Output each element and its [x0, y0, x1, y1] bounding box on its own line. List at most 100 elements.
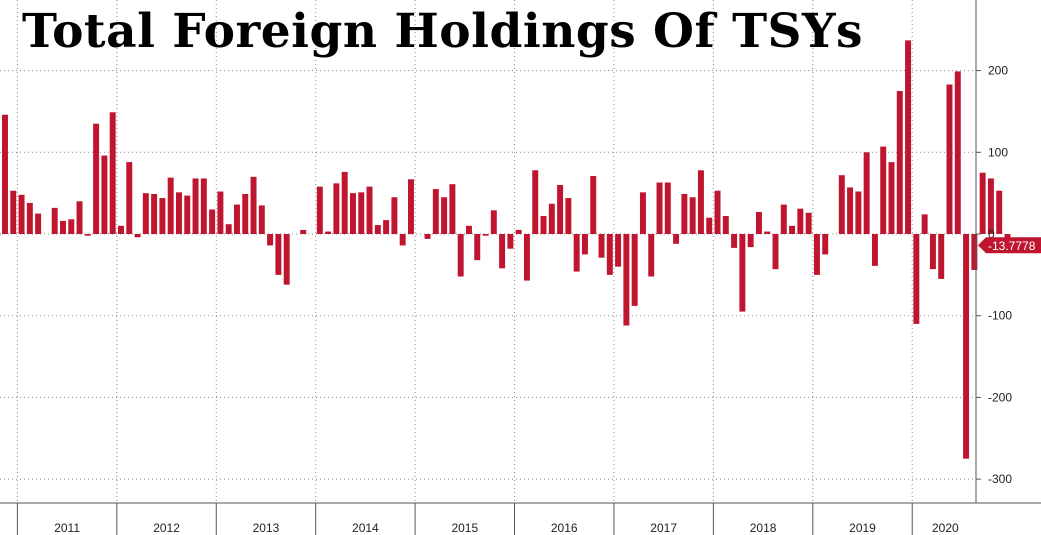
bar — [913, 234, 920, 324]
bar — [250, 176, 257, 234]
bar — [656, 182, 663, 234]
bar — [755, 211, 762, 234]
bar — [76, 201, 83, 234]
bar — [283, 234, 290, 285]
bar — [515, 229, 522, 234]
bar — [532, 170, 539, 234]
bar — [863, 152, 870, 234]
bar — [159, 198, 166, 234]
bar — [333, 183, 340, 234]
bar — [490, 210, 497, 234]
bar — [184, 195, 191, 234]
x-tick-label: 2020 — [932, 521, 959, 535]
bar — [615, 234, 622, 267]
bar — [59, 220, 66, 234]
bar — [217, 191, 224, 234]
bar — [300, 229, 307, 234]
bar — [921, 214, 928, 234]
bar — [971, 234, 978, 270]
bar — [905, 40, 912, 234]
bar — [374, 225, 381, 234]
bar — [639, 192, 646, 234]
bar — [432, 189, 439, 234]
bar — [366, 186, 373, 234]
bar — [93, 123, 100, 234]
bar — [225, 224, 232, 234]
bar — [349, 193, 356, 234]
y-tick-label: 100 — [988, 145, 1008, 159]
bar — [242, 193, 249, 234]
bar — [68, 219, 75, 234]
bar — [482, 234, 489, 236]
last-value-label: -13.7778 — [988, 239, 1036, 253]
bar — [523, 234, 530, 281]
bar — [946, 84, 953, 234]
bar — [631, 234, 638, 306]
y-tick-label: 0 — [988, 227, 995, 241]
bar — [358, 192, 365, 234]
bar — [731, 234, 738, 248]
bar — [888, 162, 895, 234]
bar — [449, 184, 456, 234]
bar — [896, 91, 903, 235]
x-tick-label: 2014 — [352, 521, 379, 535]
bar — [648, 234, 655, 277]
bar — [200, 178, 207, 234]
x-tick-label: 2018 — [750, 521, 777, 535]
bar — [987, 178, 994, 234]
bar — [789, 225, 796, 234]
bar — [233, 204, 240, 234]
bar — [474, 234, 481, 261]
bar — [764, 231, 771, 234]
bar — [689, 197, 696, 234]
bar — [399, 234, 406, 246]
bar — [772, 234, 779, 270]
bar — [813, 234, 820, 275]
bar — [722, 216, 729, 234]
bar — [681, 193, 688, 234]
bar — [954, 71, 961, 235]
y-tick-label: -100 — [988, 309, 1012, 323]
chart-title: Total Foreign Holdings Of TSYs — [22, 4, 864, 59]
bar — [465, 225, 472, 234]
bar — [880, 146, 887, 234]
bar — [84, 234, 91, 236]
bar — [673, 234, 680, 244]
bar — [929, 234, 936, 270]
bar — [540, 216, 547, 234]
bar — [126, 162, 133, 234]
bar — [797, 208, 804, 234]
bar — [747, 234, 754, 248]
bar — [780, 204, 787, 234]
bar — [10, 190, 17, 234]
bar — [623, 234, 630, 326]
x-tick-label: 2017 — [650, 521, 677, 535]
bar — [275, 234, 282, 275]
bar — [805, 212, 812, 234]
y-tick-label: -300 — [988, 472, 1012, 486]
bar — [142, 193, 149, 234]
bar — [151, 193, 158, 234]
bar — [117, 225, 124, 234]
bar — [996, 190, 1003, 234]
bar — [963, 234, 970, 459]
bar — [598, 234, 605, 258]
bar — [267, 234, 274, 246]
bar — [855, 191, 862, 234]
bar — [507, 234, 514, 249]
bar — [441, 197, 448, 234]
bar — [167, 177, 174, 234]
bar — [706, 217, 713, 234]
bar — [175, 192, 182, 234]
y-tick-label: 200 — [988, 64, 1008, 78]
bar — [457, 234, 464, 277]
bar — [424, 234, 431, 239]
bar — [838, 175, 845, 234]
bar — [871, 234, 878, 266]
bar — [101, 155, 108, 234]
bar — [739, 234, 746, 312]
bar — [341, 171, 348, 234]
bar — [109, 112, 116, 234]
bar — [697, 170, 704, 234]
